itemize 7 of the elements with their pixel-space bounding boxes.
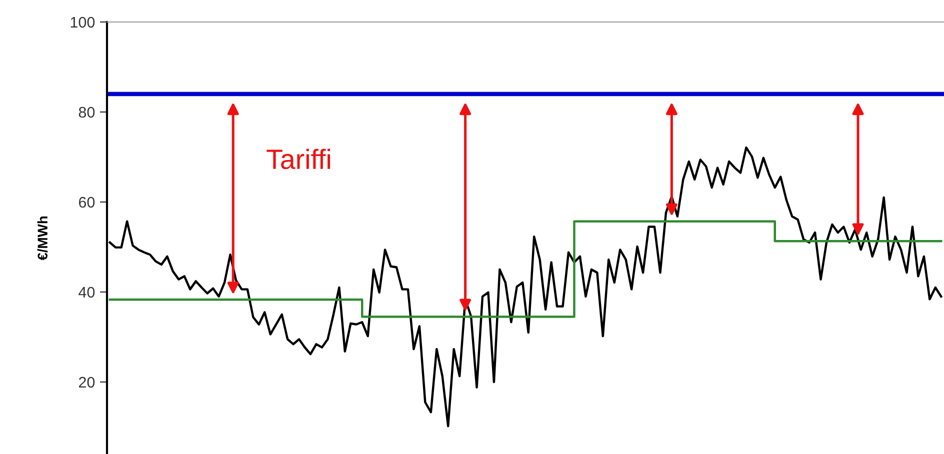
y-tick-label: 40 bbox=[78, 286, 95, 298]
y-axis-title: €/MWh bbox=[37, 216, 48, 260]
y-tick-label: 100 bbox=[70, 16, 95, 28]
annotation: Tariffi bbox=[266, 148, 330, 170]
y-tick-label: 20 bbox=[78, 376, 95, 388]
y-tick-label: 80 bbox=[78, 106, 95, 118]
y-tick-label: 60 bbox=[78, 196, 95, 208]
